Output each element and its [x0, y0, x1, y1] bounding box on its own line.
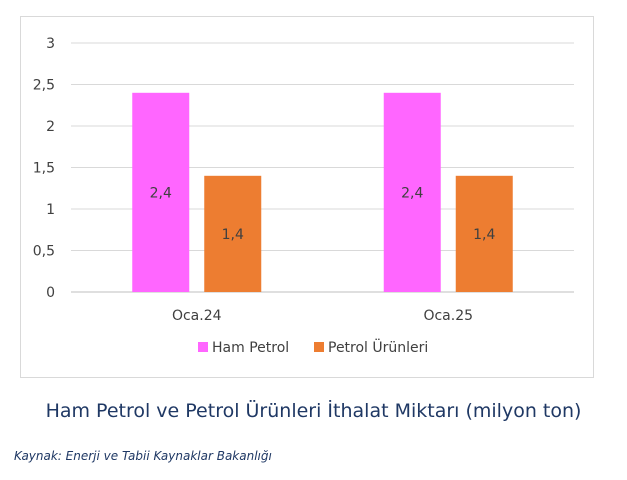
y-tick-label: 2 [46, 119, 55, 135]
data-label: 1,4 [473, 227, 495, 243]
bar [132, 92, 190, 292]
y-tick-label: 1 [46, 202, 55, 218]
y-tick-label: 0,5 [33, 244, 55, 260]
y-tick-label: 2,5 [33, 78, 55, 94]
y-tick-label: 1,5 [33, 161, 55, 177]
y-tick-label: 3 [46, 36, 55, 52]
legend-swatch [314, 342, 324, 352]
data-label: 1,4 [222, 227, 244, 243]
legend-label: Petrol Ürünleri [328, 338, 428, 356]
y-tick-label: 0 [46, 285, 55, 301]
data-label: 2,4 [401, 185, 423, 201]
x-category-label: Oca.24 [172, 308, 222, 324]
legend-label: Ham Petrol [212, 340, 289, 356]
source-note: Kaynak: Enerji ve Tabii Kaynaklar Bakanl… [14, 449, 272, 463]
data-label: 2,4 [150, 185, 172, 201]
chart-frame: 0 0,5 1 1,5 2 2,5 3 2,4 1,4 Oca.24 2,4 1,4 Oca.25 Ham… [20, 16, 594, 378]
chart-caption: Ham Petrol ve Petrol Ürünleri İthalat Mi… [45, 400, 582, 422]
bar [383, 92, 441, 292]
legend-swatch [198, 342, 208, 352]
bar [455, 175, 513, 292]
bar [204, 175, 262, 292]
x-category-label: Oca.25 [423, 308, 473, 324]
bar-chart: 0 0,5 1 1,5 2 2,5 3 2,4 1,4 Oca.24 2,4 1,4 Oca.25 Ham… [33, 36, 574, 356]
